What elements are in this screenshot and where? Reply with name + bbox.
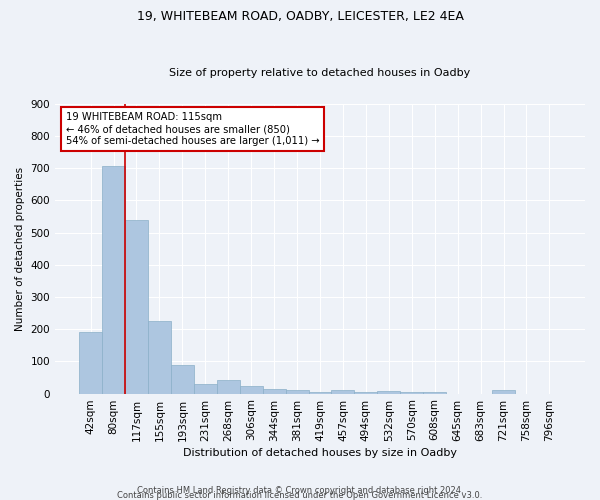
Bar <box>240 386 263 394</box>
Text: Contains public sector information licensed under the Open Government Licence v3: Contains public sector information licen… <box>118 491 482 500</box>
Bar <box>79 332 102 394</box>
X-axis label: Distribution of detached houses by size in Oadby: Distribution of detached houses by size … <box>183 448 457 458</box>
Text: Contains HM Land Registry data © Crown copyright and database right 2024.: Contains HM Land Registry data © Crown c… <box>137 486 463 495</box>
Bar <box>286 390 308 394</box>
Title: Size of property relative to detached houses in Oadby: Size of property relative to detached ho… <box>169 68 470 78</box>
Bar <box>263 388 286 394</box>
Bar <box>355 392 377 394</box>
Bar <box>492 390 515 394</box>
Bar <box>331 390 355 394</box>
Bar <box>102 166 125 394</box>
Bar <box>400 392 423 394</box>
Text: 19, WHITEBEAM ROAD, OADBY, LEICESTER, LE2 4EA: 19, WHITEBEAM ROAD, OADBY, LEICESTER, LE… <box>137 10 463 23</box>
Bar <box>423 392 446 394</box>
Bar <box>308 392 331 394</box>
Y-axis label: Number of detached properties: Number of detached properties <box>15 166 25 330</box>
Bar <box>194 384 217 394</box>
Bar <box>171 364 194 394</box>
Bar <box>217 380 240 394</box>
Bar <box>148 321 171 394</box>
Bar <box>377 391 400 394</box>
Bar <box>125 220 148 394</box>
Text: 19 WHITEBEAM ROAD: 115sqm
← 46% of detached houses are smaller (850)
54% of semi: 19 WHITEBEAM ROAD: 115sqm ← 46% of detac… <box>65 112 319 146</box>
